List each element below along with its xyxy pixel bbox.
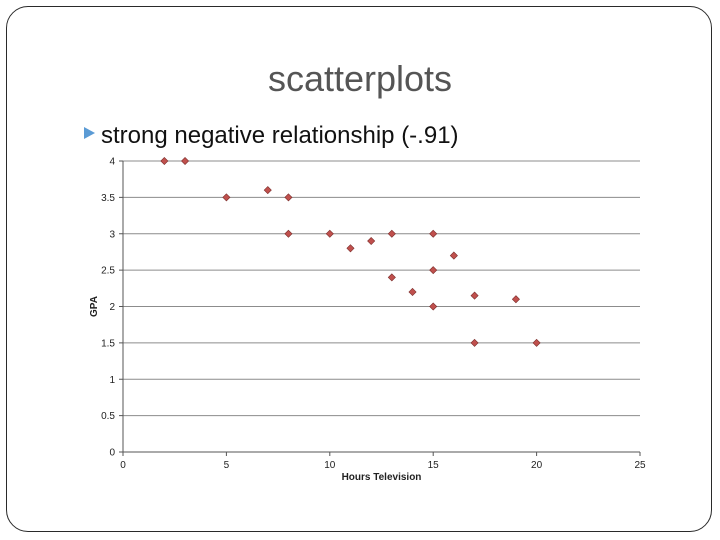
y-tick-label: 2.5 xyxy=(101,266,115,277)
y-tick-label: 3 xyxy=(109,229,115,240)
y-tick-label: 1.5 xyxy=(101,338,115,349)
bullet-arrow-icon xyxy=(84,127,95,139)
data-point xyxy=(429,229,438,238)
data-point xyxy=(284,229,293,238)
x-tick-label: 10 xyxy=(324,460,336,471)
data-point xyxy=(470,291,479,300)
data-point xyxy=(429,302,438,311)
grid-lines xyxy=(123,160,640,417)
data-point xyxy=(387,273,396,282)
bullet-item: strong negative relationship (-.91) xyxy=(84,122,459,150)
data-point xyxy=(367,237,376,246)
y-tick-label: 1 xyxy=(109,375,115,386)
bullet-text: strong negative relationship (-.91) xyxy=(101,122,459,149)
y-tick-label: 4 xyxy=(109,157,115,168)
x-tick-label: 0 xyxy=(120,460,126,471)
data-point xyxy=(532,338,541,347)
axes xyxy=(119,160,641,456)
y-tick-label: 3.5 xyxy=(101,193,115,204)
y-axis-title: GPA xyxy=(89,296,100,317)
tick-labels: 0 0.5 1 1.5 2 2.5 3 3.5 4 0 5 10 15 20 25 xyxy=(101,157,646,472)
data-point xyxy=(429,266,438,275)
slide-title: scatterplots xyxy=(267,58,453,99)
data-point xyxy=(284,193,293,202)
data-point xyxy=(408,287,417,296)
data-point xyxy=(387,229,396,238)
data-point xyxy=(181,156,190,166)
y-tick-label: 0 xyxy=(109,448,115,459)
x-tick-label: 20 xyxy=(531,460,543,471)
data-point xyxy=(160,156,169,166)
data-point xyxy=(511,295,520,304)
y-tick-label: 0.5 xyxy=(101,411,115,422)
slide-frame xyxy=(6,6,712,532)
x-tick-label: 5 xyxy=(224,460,230,471)
x-tick-label: 15 xyxy=(428,460,440,471)
x-axis-title: Hours Television xyxy=(342,472,422,483)
data-point xyxy=(222,193,231,202)
data-point xyxy=(470,338,479,347)
data-points xyxy=(160,156,541,347)
x-tick-label: 25 xyxy=(634,460,646,471)
data-point xyxy=(449,251,458,260)
y-tick-label: 2 xyxy=(109,302,115,313)
data-point xyxy=(263,186,272,195)
data-point xyxy=(325,229,334,238)
data-point xyxy=(346,244,355,253)
